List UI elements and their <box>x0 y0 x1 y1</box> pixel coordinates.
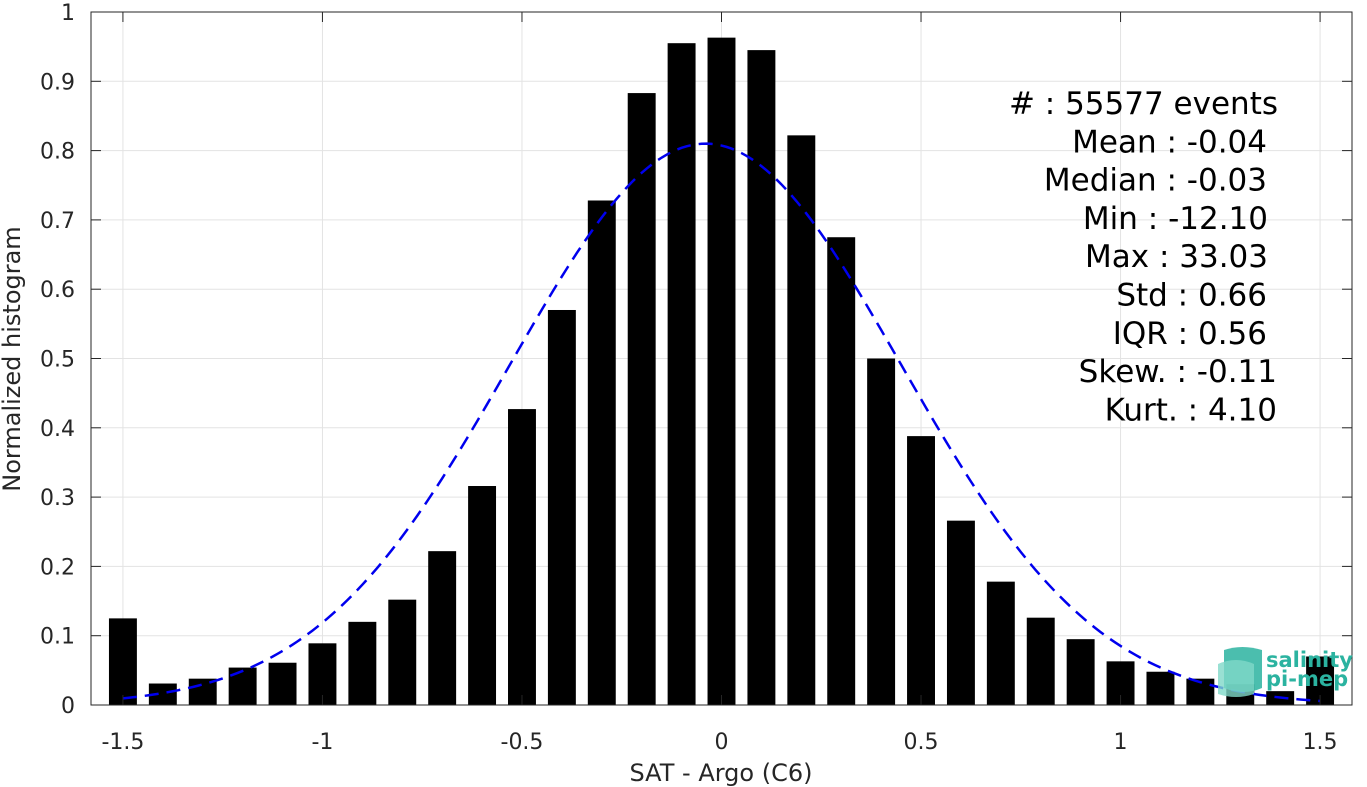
stat-line: Median : -0.03 <box>1044 163 1267 199</box>
y-tick-label: 0.6 <box>40 278 75 303</box>
x-tick-labels: -1.5 -1 -0.5 0 0.5 1 1.5 <box>101 730 1337 755</box>
x-tick-label: 0 <box>715 730 729 755</box>
stat-line: Std : 0.66 <box>1116 278 1267 314</box>
histogram-bar <box>308 643 337 705</box>
stat-line: Max : 33.03 <box>1085 239 1268 275</box>
histogram-bar <box>348 621 377 705</box>
y-tick-label: 0.1 <box>40 625 75 650</box>
histogram-bar <box>827 237 856 705</box>
stat-line: Mean : -0.04 <box>1072 124 1267 160</box>
histogram-bar <box>667 43 696 706</box>
x-tick-label: 0.5 <box>904 730 939 755</box>
histogram-bar <box>108 618 137 705</box>
y-tick-label: 0.7 <box>40 209 75 234</box>
y-tick-label: 0.2 <box>40 555 75 580</box>
y-tick-label: 0.3 <box>40 486 75 511</box>
y-tick-label: 0.9 <box>40 70 75 95</box>
histogram-bar <box>747 50 776 706</box>
histogram-bar <box>986 581 1015 705</box>
gaussian-fit-curve <box>122 142 1321 703</box>
x-tick-label: 1.5 <box>1303 730 1338 755</box>
y-tick-label: 0.4 <box>40 417 75 442</box>
histogram-bar <box>388 599 417 705</box>
histogram-bar <box>268 662 297 705</box>
histogram-bar <box>508 409 536 705</box>
y-tick-label: 0.8 <box>40 140 75 165</box>
x-axis-label: SAT - Argo (C6) <box>630 759 813 787</box>
x-tick-label: 1 <box>1114 730 1128 755</box>
histogram-bar <box>1146 671 1175 705</box>
logo-wave-icon-layer <box>1218 660 1254 697</box>
histogram-bar <box>587 200 616 705</box>
y-tick-label: 0.5 <box>40 348 75 373</box>
histogram-bar <box>1026 617 1055 705</box>
histogram-bar <box>946 520 975 705</box>
y-tick-label: 1 <box>61 1 75 26</box>
stat-line: Skew. : -0.11 <box>1079 354 1277 390</box>
x-tick-label: -1.5 <box>101 730 144 755</box>
x-tick-label: -0.5 <box>501 730 544 755</box>
histogram-bar <box>148 683 177 705</box>
histogram-bars <box>108 37 1335 706</box>
histogram-bar <box>1066 639 1095 705</box>
y-tick-labels: 0 0.1 0.2 0.3 0.4 0.5 0.6 0.7 0.8 0.9 1 <box>40 1 75 719</box>
logo-text-salinity: salinity <box>1266 648 1353 672</box>
histogram-bar <box>468 486 497 705</box>
axis-ticks <box>91 11 1352 706</box>
histogram-bar <box>707 37 736 706</box>
salinity-pi-mep-logo: salinity pi-mep <box>1218 647 1353 697</box>
logo-text-pi-mep: pi-mep <box>1266 667 1348 691</box>
histogram-bar <box>787 135 816 705</box>
x-tick-label: -1 <box>311 730 333 755</box>
y-tick-label: 0 <box>61 694 75 719</box>
histogram-bar <box>547 309 576 705</box>
histogram-bar <box>867 358 896 705</box>
histogram-bar <box>428 551 457 705</box>
stat-line: IQR : 0.56 <box>1113 316 1267 352</box>
stat-line: Kurt. : 4.10 <box>1105 392 1277 428</box>
y-axis-label: Normalized histogram <box>0 226 26 491</box>
histogram-bar <box>228 667 257 705</box>
histogram-bar <box>627 93 656 706</box>
stat-line: Min : -12.10 <box>1083 201 1268 237</box>
histogram-bar <box>907 436 935 705</box>
stat-line: # : 55577 events <box>1009 86 1278 122</box>
